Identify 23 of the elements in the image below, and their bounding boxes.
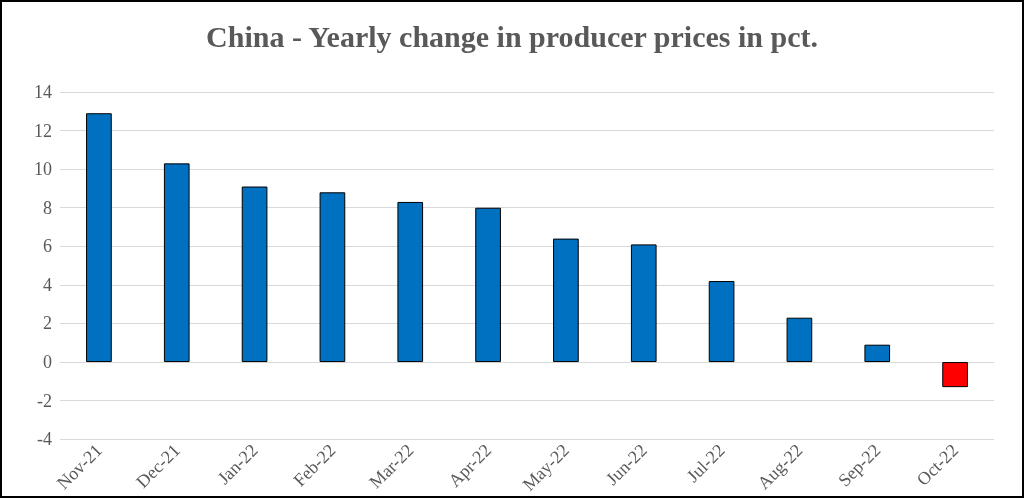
y-tick-label: 2 bbox=[43, 313, 52, 334]
bar bbox=[319, 192, 346, 363]
y-tick-label: 12 bbox=[34, 120, 52, 141]
y-tick-label: 0 bbox=[43, 352, 52, 373]
bar bbox=[475, 207, 501, 363]
y-tick-label: -2 bbox=[37, 390, 52, 411]
bar bbox=[630, 244, 657, 363]
bar bbox=[942, 362, 968, 388]
y-tick-label: 4 bbox=[43, 274, 52, 295]
bar bbox=[163, 163, 190, 363]
y-tick-label: 14 bbox=[34, 82, 52, 102]
bar bbox=[86, 113, 112, 363]
chart-title: China - Yearly change in producer prices in pct. bbox=[206, 19, 818, 53]
y-tick-label: -4 bbox=[37, 429, 52, 450]
y-tick-label: 10 bbox=[34, 159, 52, 180]
bar bbox=[864, 344, 891, 363]
bar bbox=[553, 238, 579, 363]
bar bbox=[241, 186, 268, 363]
y-tick-label: 8 bbox=[43, 197, 52, 218]
y-tick-label: 6 bbox=[43, 236, 52, 257]
bar bbox=[786, 317, 813, 363]
bar bbox=[708, 281, 735, 363]
bar bbox=[397, 201, 424, 363]
